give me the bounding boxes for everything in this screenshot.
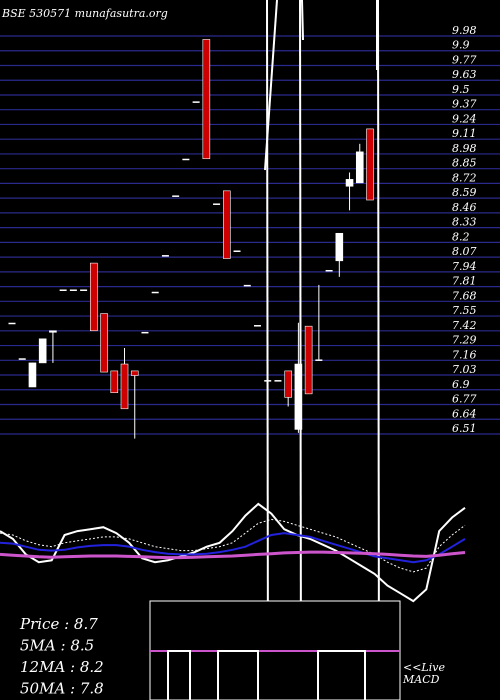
- indicator-line: [0, 532, 466, 564]
- price-tick-label: 7.29: [452, 334, 477, 347]
- price-tick-labels: 9.989.99.779.639.59.379.249.118.988.858.…: [452, 24, 477, 435]
- candle-body: [213, 203, 221, 205]
- candle-body: [49, 330, 57, 333]
- indicator-line: [0, 502, 466, 603]
- price-tick-label: 8.33: [452, 216, 477, 229]
- vertical-marker-line: [266, 0, 269, 700]
- stat-line: Price : 8.7: [19, 615, 98, 633]
- price-tick-label: 9.11: [452, 127, 477, 140]
- chart-title: BSE 530571 munafasutra.org: [1, 7, 168, 20]
- macd-signal-pulse: [167, 650, 191, 700]
- price-tick-label: 6.64: [452, 407, 477, 420]
- candle-body: [253, 325, 261, 327]
- candle-body: [315, 359, 323, 361]
- vertical-marker-line: [301, 0, 304, 41]
- candle-body: [264, 380, 272, 382]
- candle-body: [345, 179, 354, 187]
- indicator-panel: [0, 502, 466, 603]
- candle-body: [151, 291, 159, 294]
- price-tick-label: 8.07: [452, 245, 477, 258]
- price-tick-label: 6.51: [452, 422, 477, 435]
- candle-body: [366, 128, 374, 201]
- price-tick-label: 7.16: [452, 348, 477, 361]
- price-tick-label: 8.85: [452, 157, 477, 170]
- price-tick-label: 8.98: [452, 142, 477, 155]
- vertical-marker-lines: [264, 0, 380, 700]
- candle-body: [110, 370, 119, 394]
- stats-block: Price : 8.7 5MA : 8.5 12MA : 8.2 50MA : 7.8: [19, 615, 104, 698]
- candle-body: [325, 269, 333, 272]
- candle-body: [233, 250, 241, 252]
- macd-label-live: <<Live: [403, 661, 445, 674]
- stat-line: 50MA : 7.8: [20, 680, 104, 698]
- macd-signal-pulse: [217, 650, 259, 700]
- vertical-marker-line: [377, 0, 380, 700]
- price-tick-label: 9.98: [452, 24, 477, 37]
- vertical-marker-line: [299, 0, 302, 700]
- candle-body: [335, 232, 344, 262]
- candle-body: [141, 331, 149, 334]
- candle-body: [284, 370, 292, 398]
- stat-line: 5MA : 8.5: [20, 637, 94, 655]
- price-tick-label: 9.63: [452, 68, 477, 81]
- price-tick-label: 6.9: [452, 378, 470, 391]
- candle-body: [100, 313, 108, 373]
- candle-body: [120, 363, 129, 410]
- price-tick-label: 7.68: [452, 289, 477, 302]
- candlestick-series: [8, 39, 374, 439]
- candle-body: [304, 325, 313, 395]
- price-tick-label: 8.2: [452, 230, 470, 243]
- candle-body: [38, 338, 47, 364]
- candle-body: [69, 289, 77, 291]
- price-tick-label: 7.81: [452, 275, 477, 288]
- price-tick-label: 9.37: [452, 98, 477, 111]
- price-tick-label: 6.77: [452, 393, 477, 406]
- indicator-line: [0, 518, 466, 573]
- candle-body: [80, 289, 88, 291]
- candle-body: [274, 380, 282, 382]
- price-tick-label: 7.03: [452, 363, 477, 376]
- indicator-line: [0, 550, 466, 560]
- candle-body: [355, 151, 364, 184]
- vertical-marker-line: [264, 0, 278, 171]
- price-tick-label: 9.24: [452, 112, 477, 125]
- candle-body: [90, 262, 98, 332]
- candle-body: [130, 370, 139, 376]
- candle-body: [223, 190, 231, 259]
- price-tick-label: 8.72: [452, 171, 477, 184]
- macd-label-name: MACD: [402, 673, 440, 686]
- price-tick-label: 8.59: [452, 186, 477, 199]
- candle-body: [172, 195, 180, 197]
- price-tick-label: 7.55: [452, 304, 477, 317]
- candle-body: [161, 255, 169, 257]
- macd-signal-pulse: [317, 650, 366, 700]
- candle-body: [8, 322, 16, 325]
- price-tick-label: 9.77: [452, 53, 477, 66]
- stat-line: 12MA : 8.2: [20, 658, 104, 676]
- candle-body: [182, 158, 190, 161]
- macd-panel: [149, 600, 401, 700]
- price-gridlines: [0, 35, 500, 435]
- price-tick-label: 9.5: [452, 83, 470, 96]
- price-tick-label: 8.46: [452, 201, 477, 214]
- price-tick-label: 7.94: [452, 260, 477, 273]
- candle-body: [192, 101, 200, 103]
- price-tick-label: 9.9: [452, 39, 470, 52]
- candle-body: [243, 284, 251, 287]
- candle-body: [28, 362, 37, 388]
- candle-body: [18, 358, 26, 360]
- candle-body: [59, 289, 67, 291]
- price-tick-label: 7.42: [452, 319, 477, 332]
- candle-body: [294, 363, 303, 430]
- candle-body: [202, 39, 211, 160]
